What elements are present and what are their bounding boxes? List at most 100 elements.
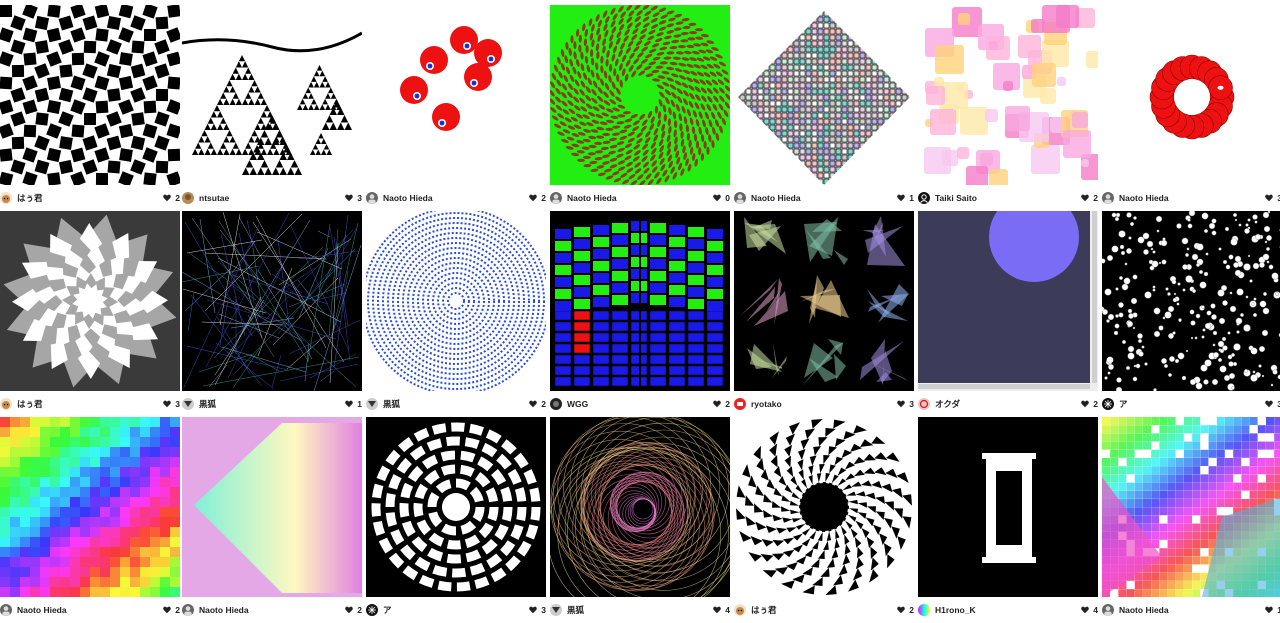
like-counter[interactable]: 3 [1265,193,1280,203]
photo-avatar-icon[interactable] [182,192,194,204]
sketch-card-red-balls[interactable]: Naoto Hieda 2 [366,5,546,211]
sketch-card-blue-bars-3d[interactable]: WGG 2 [550,211,730,417]
author-name[interactable]: Naoto Hieda [17,605,163,615]
like-counter[interactable]: 3 [345,193,362,203]
person-avatar-icon[interactable] [0,604,12,616]
like-counter[interactable]: 0 [713,193,730,203]
sketch-thumbnail[interactable] [0,5,180,185]
author-name[interactable]: ア [1119,398,1265,410]
author-name[interactable]: WGG [567,399,713,409]
person-avatar-icon[interactable] [1102,604,1114,616]
author-name[interactable]: 黒狐 [199,398,345,410]
author-name[interactable]: ryotako [751,399,897,409]
rainbow-avatar-icon[interactable] [918,604,930,616]
person-avatar-icon[interactable] [1102,192,1114,204]
sketch-thumbnail[interactable] [182,5,362,185]
sketch-thumbnail[interactable] [0,211,180,391]
sketch-card-concentric-blocks[interactable]: ア 3 [366,417,546,623]
author-name[interactable]: はぅ君 [751,604,897,616]
sketch-card-pink-squares[interactable]: Taiki Saito 2 [918,5,1098,211]
sketch-thumbnail[interactable] [734,5,914,185]
like-counter[interactable]: 2 [163,193,180,203]
sketch-card-white-frame[interactable]: H1rono_K 4 [918,417,1098,623]
sketch-thumbnail[interactable] [0,417,180,597]
like-counter[interactable]: 3 [529,605,546,615]
sketch-card-blue-mandala[interactable]: 黒狐 2 [366,211,546,417]
author-name[interactable]: H1rono_K [935,605,1081,615]
star-avatar-icon[interactable] [366,604,378,616]
author-name[interactable]: Taiki Saito [935,193,1081,203]
person-avatar-icon[interactable] [182,604,194,616]
sketch-card-triangles[interactable]: ryotako 3 [734,211,914,417]
author-name[interactable]: はぅ君 [17,192,163,204]
sketch-card-vortex[interactable]: はぅ君 2 [734,417,914,623]
author-name[interactable]: ア [383,604,529,616]
sketch-thumbnail[interactable] [366,417,546,597]
author-name[interactable]: オクダ [935,398,1081,410]
sketch-thumbnail[interactable] [366,5,546,185]
sketch-thumbnail[interactable] [918,417,1098,597]
cat-avatar-icon[interactable] [0,398,12,410]
sketch-thumbnail[interactable] [734,417,914,597]
sketch-card-colorful-fractal[interactable]: Naoto Hieda 1 [1102,417,1280,623]
sketch-thumbnail[interactable] [550,5,730,185]
sketch-card-rainbow-noise[interactable]: Naoto Hieda 2 [0,417,180,623]
like-counter[interactable]: 1 [897,193,914,203]
author-name[interactable]: Naoto Hieda [751,193,897,203]
author-name[interactable]: Naoto Hieda [199,605,345,615]
sketch-thumbnail[interactable] [918,211,1098,391]
author-name[interactable]: はぅ君 [17,398,163,410]
sketch-card-blue-lines[interactable]: 黒狐 1 [182,211,362,417]
like-counter[interactable]: 3 [1265,399,1280,409]
author-name[interactable]: Naoto Hieda [567,193,713,203]
spiral-avatar-icon[interactable] [918,398,930,410]
sketch-thumbnail[interactable] [1102,5,1280,185]
sketch-thumbnail[interactable] [1102,417,1280,597]
author-name[interactable]: ntsutae [199,193,345,203]
like-counter[interactable]: 1 [1265,605,1280,615]
person-avatar-icon[interactable] [550,192,562,204]
dark-avatar-icon[interactable] [550,398,562,410]
fox-avatar-icon[interactable] [182,398,194,410]
sketch-thumbnail[interactable] [1102,211,1280,391]
fox-avatar-icon[interactable] [366,398,378,410]
sketch-thumbnail[interactable] [182,417,362,597]
star-avatar-icon[interactable] [1102,398,1114,410]
sketch-card-checker[interactable]: はぅ君 2 [0,5,180,211]
like-counter[interactable]: 2 [897,605,914,615]
person-avatar-icon[interactable] [734,192,746,204]
sketch-thumbnail[interactable] [734,211,914,391]
sketch-card-spiral-lines[interactable]: 黒狐 4 [550,417,730,623]
sketch-card-sierpinski[interactable]: ntsutae 3 [182,5,362,211]
sketch-card-white-dots[interactable]: ア 3 [1102,211,1280,417]
like-counter[interactable]: 3 [897,399,914,409]
sketch-thumbnail[interactable] [550,417,730,597]
author-name[interactable]: 黒狐 [567,604,713,616]
sketch-card-green-spiral[interactable]: Naoto Hieda 0 [550,5,730,211]
like-counter[interactable]: 2 [529,399,546,409]
author-name[interactable]: Naoto Hieda [1119,605,1265,615]
like-counter[interactable]: 2 [163,605,180,615]
like-counter[interactable]: 2 [1081,399,1098,409]
author-name[interactable]: 黒狐 [383,398,529,410]
sketch-card-red-ring[interactable]: Naoto Hieda 3 [1102,5,1280,211]
sketch-thumbnail[interactable] [550,211,730,391]
like-counter[interactable]: 2 [713,399,730,409]
person-avatar-icon[interactable] [366,192,378,204]
sketch-card-gradient-pyramid[interactable]: Naoto Hieda 2 [182,417,362,623]
author-name[interactable]: Naoto Hieda [1119,193,1265,203]
sketch-thumbnail[interactable] [918,5,1098,185]
sketch-card-gray-star[interactable]: はぅ君 3 [0,211,180,417]
like-counter[interactable]: 3 [163,399,180,409]
sketch-thumbnail[interactable] [366,211,546,391]
like-counter[interactable]: 1 [345,399,362,409]
author-name[interactable]: Naoto Hieda [383,193,529,203]
red-avatar-icon[interactable] [734,398,746,410]
user-outline-avatar-icon[interactable] [918,192,930,204]
like-counter[interactable]: 2 [1081,193,1098,203]
sketch-card-purple-circle[interactable]: オクダ 2 [918,211,1098,417]
cat-avatar-icon[interactable] [734,604,746,616]
like-counter[interactable]: 4 [1081,605,1098,615]
like-counter[interactable]: 2 [345,605,362,615]
sketch-thumbnail[interactable] [182,211,362,391]
